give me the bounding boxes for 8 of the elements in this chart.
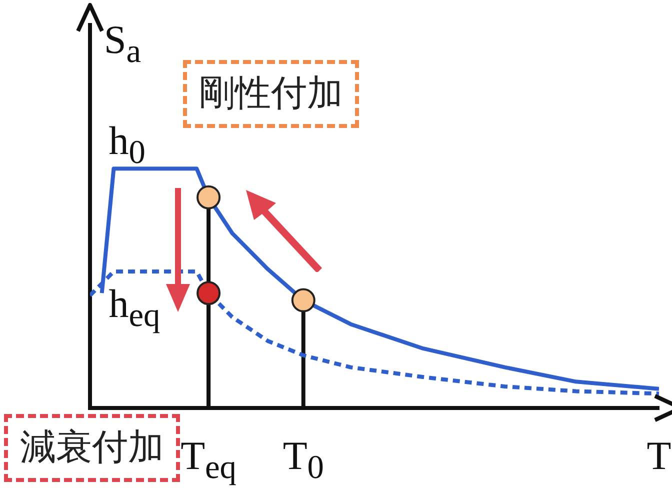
text: 剛性付加 — [183, 60, 359, 128]
series-label: h$_{eq}$ — [108, 280, 160, 334]
text: 減衰付加 — [4, 414, 180, 482]
series-label: h$_{0}$ — [108, 118, 146, 171]
x-tick-label: T$_{0}$ — [282, 433, 324, 486]
x-tick-label: T$_{eq}$ — [180, 433, 236, 486]
x-axis-title: T — [646, 433, 672, 478]
y-axis-title: S$_{a}$ — [104, 17, 142, 70]
